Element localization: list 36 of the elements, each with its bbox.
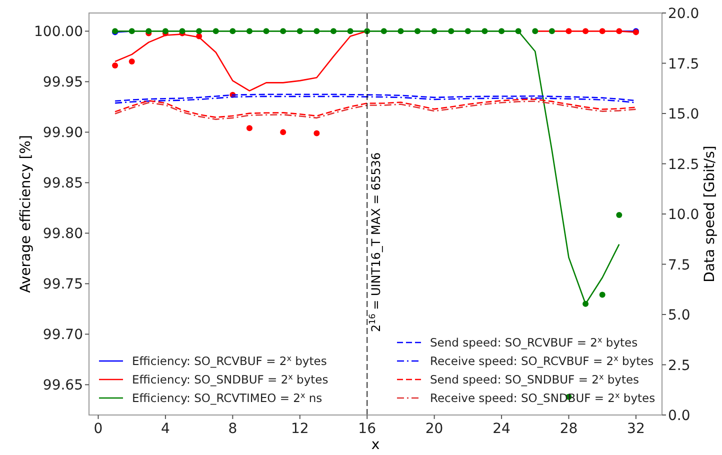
y2-tick-label: 17.5 <box>668 56 700 72</box>
y2-axis-title: Data speed [Gbit/s] <box>702 146 718 282</box>
legend-label: Send speed: SO_SNDBUF = 2$^{x}$ bytes <box>430 372 640 386</box>
y2-tick-label: 20.0 <box>668 6 700 22</box>
legend-label: Efficiency: SO_RCVBUF = 2$^{x}$ bytes <box>132 354 327 368</box>
x-tick-label: 20 <box>425 421 444 437</box>
legend-label: Receive speed: SO_SNDBUF = 2$^{x}$ bytes <box>430 390 656 405</box>
y-axis-title: Average efficiency [%] <box>18 135 34 293</box>
x-tick-label: 16 <box>358 421 376 437</box>
y-tick-label: 99.85 <box>42 176 83 192</box>
y2-tick-label: 2.5 <box>668 358 690 374</box>
x-tick-label: 28 <box>560 421 578 437</box>
y-tick-label: 99.80 <box>42 226 83 242</box>
y2-tick-label: 12.5 <box>668 156 700 173</box>
x-tick-label: 12 <box>290 421 309 437</box>
legend-label: Receive speed: SO_RCVBUF = 2$^{x}$ bytes <box>430 354 654 368</box>
y2-tick-label: 10.0 <box>668 207 700 223</box>
y-tick-label: 99.70 <box>42 327 83 344</box>
legend-label: Efficiency: SO_SNDBUF = 2$^{x}$ bytes <box>132 372 328 386</box>
y2-tick-label: 0.0 <box>668 408 690 424</box>
y-tick-label: 99.65 <box>42 378 83 394</box>
legend-label: Send speed: SO_RCVBUF = 2$^{x}$ bytes <box>430 335 638 350</box>
legend-label: Efficiency: SO_RCVTIMEO = 2$^{x}$ ns <box>132 390 322 405</box>
y2-tick-label: 7.5 <box>668 257 690 274</box>
y2-tick-label: 5.0 <box>668 308 690 324</box>
x-tick-label: 0 <box>94 421 103 437</box>
x-tick-label: 4 <box>160 421 170 437</box>
x-tick-label: 8 <box>228 421 238 437</box>
y-tick-label: 99.95 <box>42 74 83 91</box>
y2-tick-label: 15.0 <box>668 106 700 122</box>
x-tick-label: 32 <box>627 421 645 437</box>
y-tick-label: 99.75 <box>42 276 83 293</box>
y-tick-label: 100.00 <box>34 24 83 40</box>
y-tick-label: 99.90 <box>42 125 83 142</box>
x-tick-label: 24 <box>492 421 511 437</box>
x-axis-title: x <box>371 437 380 453</box>
